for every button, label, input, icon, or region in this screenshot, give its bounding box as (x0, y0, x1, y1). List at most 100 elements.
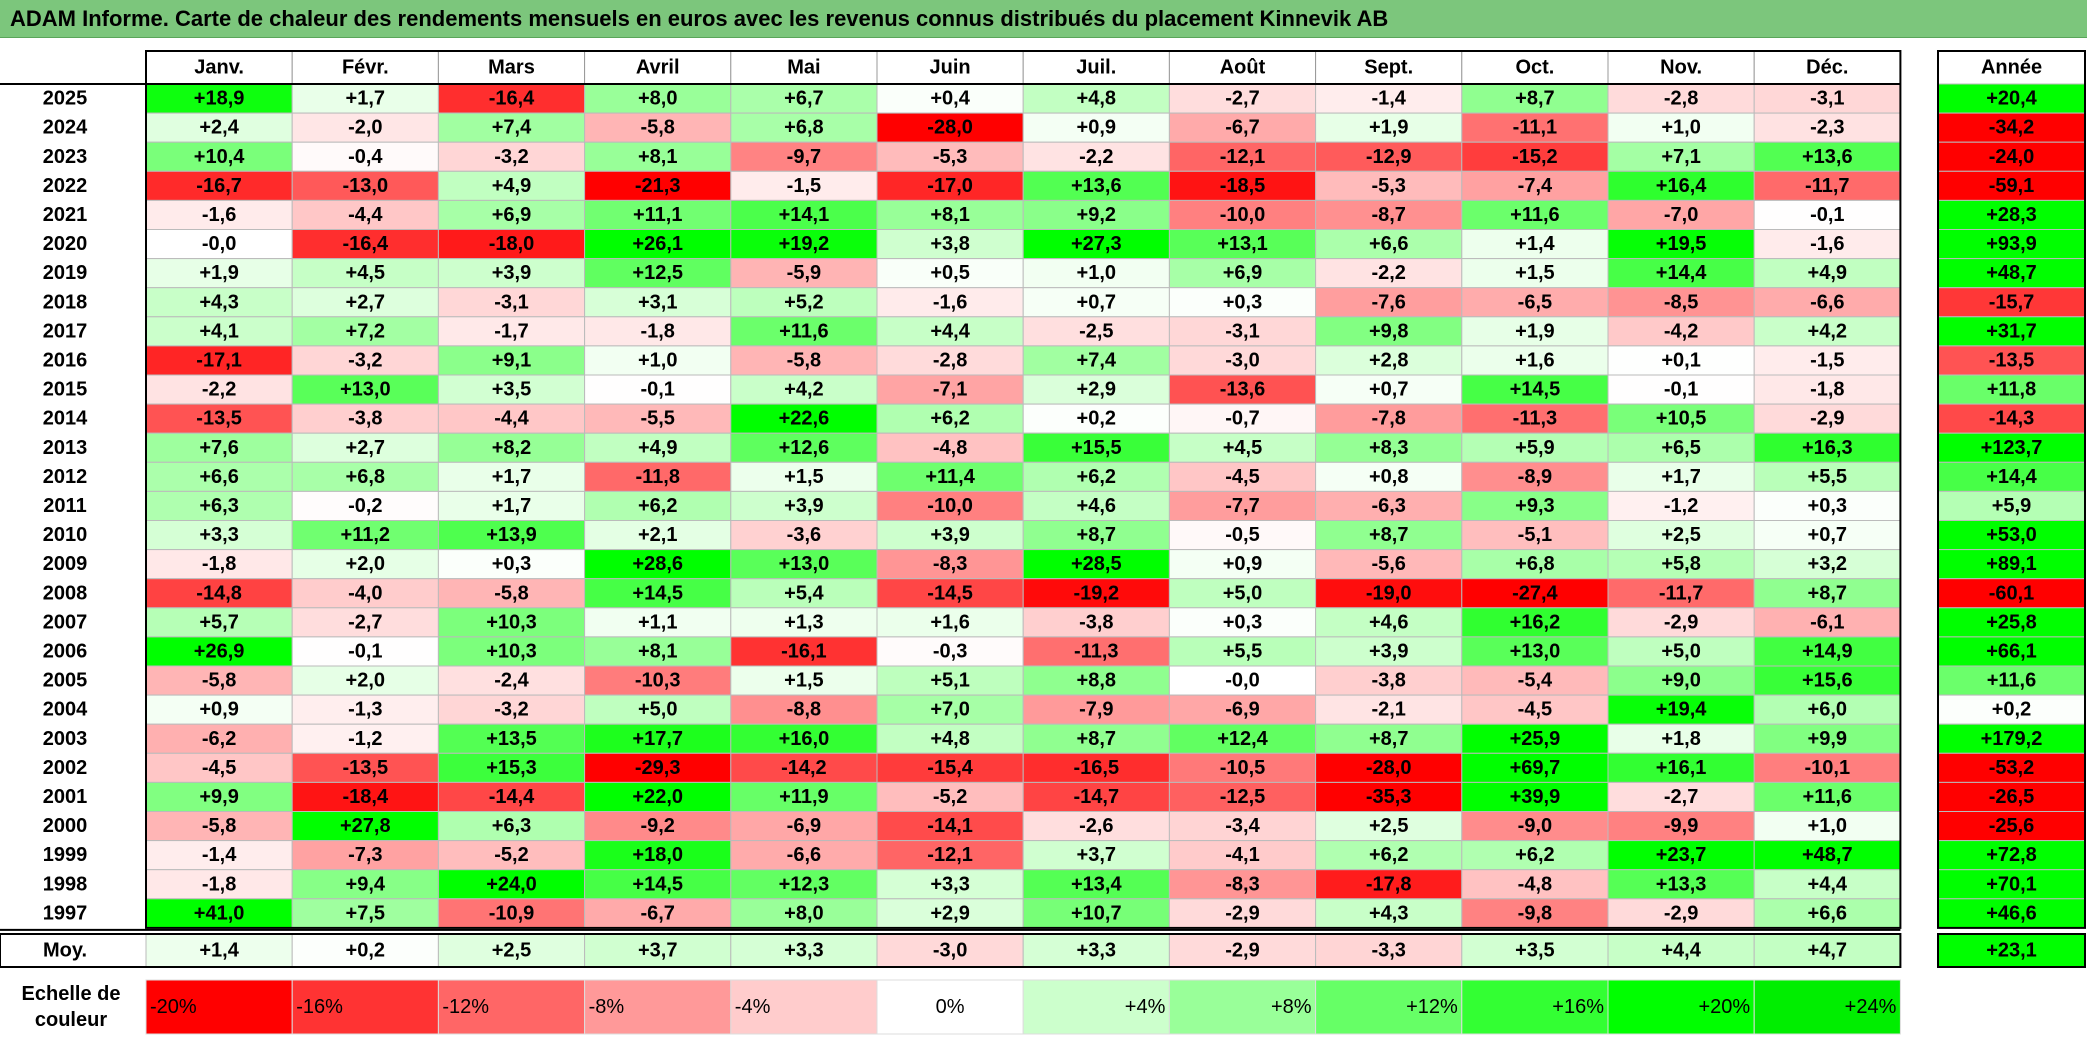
heatmap-cell (876, 811, 1024, 842)
heatmap-cell-value: +0,4 (930, 88, 970, 110)
annual-border (1937, 50, 2086, 929)
heatmap-cell-value: +1,7 (1661, 466, 1700, 488)
heatmap-cell-value: +6,2 (1077, 466, 1116, 488)
heatmap-cell (730, 898, 878, 929)
average-cell (1168, 933, 1317, 968)
heatmap-cell (1168, 461, 1317, 492)
heatmap-cell-value: -11,3 (1513, 408, 1557, 430)
heatmap-cell (1315, 578, 1463, 609)
heatmap-cell-value: +11,6 (779, 320, 829, 342)
heatmap-cell-value: +2,5 (1369, 815, 1408, 837)
annual-cell-value: -34,2 (1989, 117, 2035, 139)
heatmap-cell-value: -6,2 (202, 728, 236, 750)
heatmap-cell (437, 345, 586, 376)
heatmap-cell (1461, 258, 1609, 289)
heatmap-cell-value: +8,8 (1077, 670, 1116, 692)
heatmap-cell-value: +1,0 (638, 349, 677, 371)
heatmap-cell-value: +16,1 (1656, 757, 1707, 779)
heatmap-cell-value: -6,3 (1371, 495, 1405, 517)
heatmap-cell-value: -0,5 (1225, 524, 1259, 546)
heatmap-cell (876, 781, 1024, 813)
heatmap-cell (437, 520, 586, 551)
heatmap-cell-value: -0,7 (1225, 408, 1259, 430)
heatmap-cell-value: +19,4 (1656, 699, 1707, 721)
heatmap-cell (584, 112, 732, 143)
year-label: 2010 (43, 524, 88, 546)
heatmap-cell-value: -9,7 (787, 146, 821, 168)
scale-swatch (876, 979, 1024, 1035)
heatmap-cell-value: -3,0 (1225, 349, 1259, 371)
heatmap-cell (1168, 170, 1317, 201)
heatmap-cell (1022, 665, 1170, 696)
heatmap-cell-value: +13,6 (1071, 175, 1122, 197)
heatmap-cell-value: -1,7 (494, 320, 528, 342)
annual-cell (1937, 345, 2086, 376)
heatmap-cell (730, 723, 878, 754)
heatmap-cell-value: +5,1 (930, 670, 969, 692)
heatmap-cell (291, 869, 439, 900)
heatmap-cell-value: +6,2 (1515, 844, 1554, 866)
heatmap-cell-value: +23,7 (1656, 844, 1707, 866)
heatmap-cell-value: -18,5 (1220, 175, 1266, 197)
heatmap-cell-value: +7,0 (930, 699, 969, 721)
heatmap-cell-value: +9,1 (492, 349, 531, 371)
heatmap-cell-value: +4,9 (638, 437, 677, 459)
heatmap-cell-value: -0,3 (933, 640, 967, 662)
heatmap-cell-value: +0,7 (1077, 291, 1116, 313)
heatmap-cell-value: +1,7 (492, 495, 531, 517)
heatmap-cell-value: -6,9 (787, 815, 821, 837)
heatmap-cell-value: -7,8 (1371, 408, 1405, 430)
heatmap-cell-value: -29,3 (635, 757, 681, 779)
heatmap-cell (1753, 840, 1901, 871)
heatmap-cell-value: -7,0 (1664, 204, 1698, 226)
heatmap-cell-value: -12,5 (1220, 786, 1266, 808)
heatmap-cell-value: -17,1 (196, 349, 242, 371)
heatmap-cell (1753, 694, 1901, 725)
heatmap-cell-value: -14,5 (927, 582, 973, 604)
heatmap-cell-value: -8,3 (1225, 873, 1259, 895)
heatmap-cell-value: -12,9 (1366, 146, 1412, 168)
heatmap-cell-value: -3,6 (787, 524, 821, 546)
year-label: 2019 (43, 262, 88, 284)
heatmap-cell-value: +3,9 (1369, 640, 1408, 662)
scale-swatch-label: +24% (1845, 996, 1897, 1018)
heatmap-cell (730, 752, 878, 783)
annual-cell-value: -13,5 (1989, 349, 2035, 371)
heatmap-cell-value: +3,8 (930, 233, 969, 255)
heatmap-cell-value: +28,6 (632, 553, 683, 575)
heatmap-cell-value: +3,5 (492, 379, 531, 401)
annual-cell-value: +48,7 (1986, 262, 2037, 284)
heatmap-cell (730, 199, 878, 230)
heatmap-cell (876, 723, 1024, 754)
heatmap-cell (1753, 665, 1901, 696)
heatmap-cell-value: +10,7 (1071, 902, 1122, 924)
heatmap-cell-value: +4,6 (1369, 611, 1408, 633)
heatmap-cell-value: +9,9 (1808, 728, 1847, 750)
heatmap-cell (1022, 170, 1170, 201)
heatmap-cell-value: +2,5 (1661, 524, 1700, 546)
heatmap-cell (584, 840, 732, 871)
heatmap-cell-value: -0,1 (1810, 204, 1844, 226)
heatmap-cell (1168, 578, 1317, 609)
month-header-label: Juin (930, 57, 971, 79)
heatmap-cell (730, 840, 878, 871)
heatmap-cell (291, 170, 439, 201)
heatmap-cell (584, 869, 732, 900)
annual-cell (1937, 781, 2086, 813)
heatmap-cell-value: -2,2 (1371, 262, 1405, 284)
heatmap-cell-value: +6,7 (784, 88, 823, 110)
heatmap-cell-value: +14,1 (779, 204, 830, 226)
heatmap-cell-value: +4,4 (1808, 873, 1848, 895)
heatmap-cell (291, 141, 439, 172)
heatmap-cell-value: +8,2 (492, 437, 531, 459)
heatmap-cell (291, 83, 439, 114)
heatmap-cell (1607, 723, 1755, 754)
heatmap-cell-value: -12,1 (1220, 146, 1266, 168)
heatmap-cell (291, 345, 439, 376)
scale-swatch (1461, 979, 1609, 1035)
heatmap-cell-value: -35,3 (1366, 786, 1412, 808)
heatmap-cell-value: +0,5 (930, 262, 969, 284)
heatmap-cell-value: +6,5 (1661, 437, 1700, 459)
heatmap-cell (1315, 229, 1463, 260)
heatmap-cell (1168, 869, 1317, 900)
